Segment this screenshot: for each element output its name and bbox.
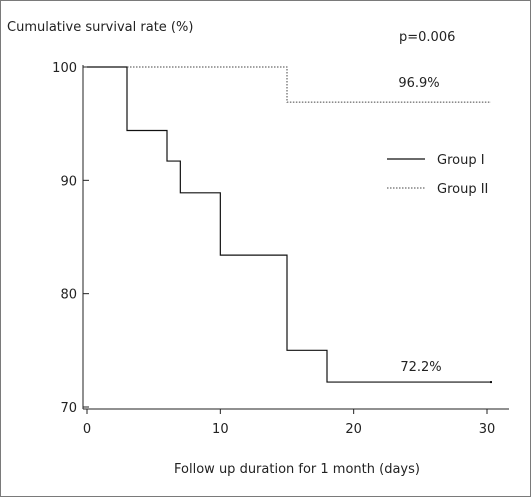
- x-axis-title: Follow up duration for 1 month (days): [174, 462, 420, 477]
- y-axis-title: Cumulative survival rate (%): [7, 20, 193, 35]
- legend: Group I Group II: [387, 153, 488, 197]
- series-end-label-2: 96.9%: [398, 76, 439, 91]
- series-line-2: [127, 66, 491, 103]
- y-tick-label: 90: [60, 174, 77, 189]
- x-tick-label: 0: [83, 422, 91, 437]
- x-tick-label: 10: [212, 422, 229, 437]
- axes: 70 80 90 100 0 10 20 30: [52, 61, 509, 437]
- p-value-label: p=0.006: [399, 30, 455, 45]
- series-layer: 72.2% 96.9%: [87, 66, 492, 384]
- y-tick-label: 100: [52, 61, 77, 76]
- x-tick-label: 20: [345, 422, 362, 437]
- y-tick-label: 70: [60, 401, 77, 416]
- x-tick-label: 30: [479, 422, 496, 437]
- series-end-label-1: 72.2%: [400, 360, 441, 375]
- legend-label-1: Group I: [437, 153, 485, 168]
- y-tick-label: 80: [60, 288, 77, 303]
- legend-label-2: Group II: [437, 182, 488, 197]
- series-line-1: [87, 66, 491, 383]
